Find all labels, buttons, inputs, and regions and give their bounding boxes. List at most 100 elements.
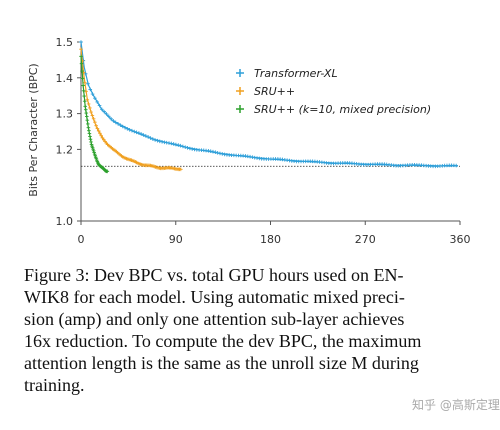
series-point-marker <box>95 100 100 104</box>
series-point-marker <box>146 135 150 139</box>
x-tick-label: 360 <box>450 233 471 246</box>
series-point-marker <box>89 140 93 144</box>
series-point-marker <box>153 138 157 142</box>
series-point-marker <box>155 138 160 143</box>
series-point-marker <box>215 151 220 155</box>
series-point-marker <box>179 167 183 172</box>
series-point-marker <box>132 129 137 134</box>
series-point-marker <box>82 80 87 85</box>
x-tick-label: 90 <box>169 233 183 246</box>
series-point-marker <box>82 94 86 98</box>
series-point-marker <box>157 139 162 144</box>
series-point-marker <box>86 102 91 106</box>
series-point-marker <box>88 134 92 139</box>
series-point-marker <box>81 83 85 88</box>
x-tick-label: 270 <box>355 233 376 246</box>
series-point-marker <box>81 89 86 93</box>
series-point-marker <box>93 96 97 100</box>
series-point-marker <box>127 127 132 132</box>
x-tick-label: 0 <box>78 233 85 246</box>
series-point-marker <box>181 144 185 149</box>
chart-series <box>79 40 459 174</box>
series-point-marker <box>169 141 174 146</box>
series-point-marker <box>185 146 190 150</box>
series-point-marker <box>106 114 111 119</box>
series-point-marker <box>454 163 459 168</box>
bpc-chart: 1.0 1.2 1.3 1.4 1.5 0 90 180 270 360 Transformer-… <box>27 36 471 246</box>
series-point-marker <box>102 109 106 114</box>
series-point-marker <box>248 154 252 159</box>
series-point-marker <box>188 146 192 151</box>
series-point-marker <box>87 128 91 133</box>
series-point-marker <box>116 122 120 126</box>
series-point-marker <box>97 103 102 108</box>
series-point-marker <box>95 126 100 131</box>
series-point-marker <box>80 69 84 73</box>
series-point-marker <box>250 155 255 159</box>
legend-label: SRU++ <box>254 85 295 98</box>
series-point-marker <box>150 137 155 141</box>
x-tick-label: 180 <box>260 233 281 246</box>
series-point-marker <box>105 169 110 174</box>
series-point-marker <box>111 119 116 123</box>
series-point-marker <box>86 81 90 86</box>
series-point-marker <box>125 126 130 131</box>
series-point-marker <box>94 123 98 128</box>
series-point-marker <box>174 142 178 147</box>
legend-marker <box>236 87 244 95</box>
series-point-marker <box>144 134 148 138</box>
series-point-marker <box>79 40 83 44</box>
series-point-marker <box>80 76 85 81</box>
series-point-marker <box>220 152 225 156</box>
series-point-marker <box>79 47 83 51</box>
series-point-marker <box>89 110 93 114</box>
series-point-marker <box>113 120 118 125</box>
figure-caption: Figure 3: Dev BPC vs. total GPU hours us… <box>24 264 486 396</box>
series-point-marker <box>137 131 141 135</box>
series-point-marker <box>83 107 88 112</box>
series-point-marker <box>87 131 92 136</box>
series-point-marker <box>79 61 84 66</box>
legend-marker <box>236 105 244 113</box>
series-point-marker <box>118 123 123 128</box>
caption-line: attention length is the same as the unro… <box>24 353 419 373</box>
series-point-marker <box>100 107 104 112</box>
series-point-marker <box>183 145 188 149</box>
chart-legend: Transformer-XL SRU++ SRU++ (k=10, mixed pr… <box>236 67 431 116</box>
series-point-marker <box>178 143 183 148</box>
series-point-marker <box>218 151 222 156</box>
series-point-marker <box>120 124 125 129</box>
series-point-marker <box>252 155 257 160</box>
series-point-marker <box>98 131 102 136</box>
series-point-marker <box>130 128 134 133</box>
series-point-marker <box>171 142 176 146</box>
caption-line: sion (amp) and only one attention sub-la… <box>24 309 405 329</box>
series-point-marker <box>79 54 83 59</box>
series-point-marker <box>93 120 97 124</box>
series-point-marker <box>85 97 90 102</box>
series-point-marker <box>213 150 218 155</box>
series-point-marker <box>139 132 144 136</box>
chart-axes: 1.0 1.2 1.3 1.4 1.5 0 90 180 270 360 <box>56 36 471 246</box>
series-point-marker <box>90 92 95 96</box>
series-point-marker <box>134 130 139 135</box>
series-point-marker <box>86 125 91 130</box>
caption-line: 16x reduction. To compute the dev BPC, t… <box>24 331 422 351</box>
series-line <box>80 49 181 170</box>
series-point-marker <box>84 114 89 119</box>
series-point-marker <box>91 116 96 121</box>
legend-label: SRU++ (k=10, mixed precision) <box>254 103 431 116</box>
series-point-marker <box>83 104 88 109</box>
series-point-marker <box>99 133 104 138</box>
caption-line: training. <box>24 375 85 395</box>
legend-marker <box>236 69 244 77</box>
series-point-marker <box>96 129 101 133</box>
series-point-marker <box>176 143 181 147</box>
series-point-marker <box>100 136 105 140</box>
caption-line: Figure 3: Dev BPC vs. total GPU hours us… <box>24 265 404 285</box>
series-point-marker <box>208 149 213 153</box>
series-point-marker <box>90 113 95 118</box>
y-tick-label: 1.3 <box>56 108 74 121</box>
series-point-marker <box>109 117 113 121</box>
series-point-marker <box>88 137 93 142</box>
